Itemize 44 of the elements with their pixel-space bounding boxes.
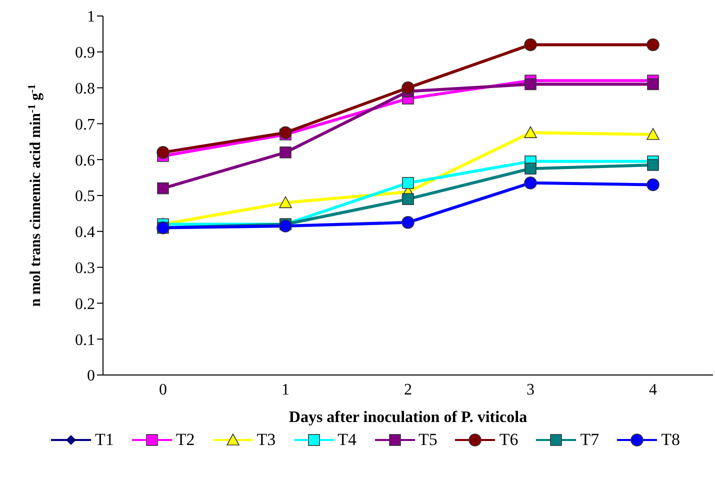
- point: [524, 176, 537, 190]
- x-tick-label: 2: [404, 381, 412, 398]
- point: [524, 38, 537, 52]
- x-tick-label: 1: [282, 381, 290, 398]
- point: [647, 159, 659, 171]
- point: [279, 196, 292, 208]
- y-tick-label: 0.1: [75, 332, 95, 349]
- legend-label: T2: [176, 430, 195, 450]
- y-tick-label: 0.2: [75, 296, 95, 313]
- point: [647, 78, 659, 90]
- point: [402, 81, 414, 94]
- x-tick-label: 4: [649, 381, 657, 398]
- x-tick-label: 0: [159, 381, 167, 398]
- x-tick-label: 3: [526, 381, 534, 398]
- point: [156, 146, 170, 159]
- legend-label: T4: [338, 430, 356, 450]
- y-tick-label: 0.7: [75, 116, 95, 134]
- legend-label: T7: [580, 430, 600, 450]
- y-tick-label: 0: [87, 368, 95, 385]
- y-tick-label: 1: [87, 8, 95, 26]
- point: [402, 193, 414, 205]
- point: [524, 162, 536, 174]
- legend-label: T5: [418, 430, 438, 450]
- y-tick-label: 0.4: [75, 224, 95, 242]
- legend-label: T3: [256, 430, 276, 450]
- y-tick-label: 0.9: [75, 44, 95, 62]
- x-axis-title: Days after inoculation of P. viticola: [288, 409, 528, 426]
- legend-label: T1: [94, 430, 114, 450]
- point: [646, 128, 660, 140]
- y-tick-label: 0.6: [75, 152, 95, 170]
- point: [524, 126, 537, 138]
- point: [157, 182, 169, 194]
- point: [279, 126, 292, 140]
- point: [402, 216, 414, 229]
- point: [646, 38, 660, 52]
- y-tick-label: 0.5: [75, 188, 95, 206]
- legend-label: T8: [661, 430, 680, 450]
- point: [280, 146, 292, 158]
- y-tick-label: 0.8: [75, 80, 95, 98]
- point: [524, 78, 536, 90]
- point: [646, 178, 660, 192]
- point: [402, 177, 414, 189]
- legend-label: T6: [499, 430, 518, 450]
- y-tick-label: 0.3: [75, 260, 95, 277]
